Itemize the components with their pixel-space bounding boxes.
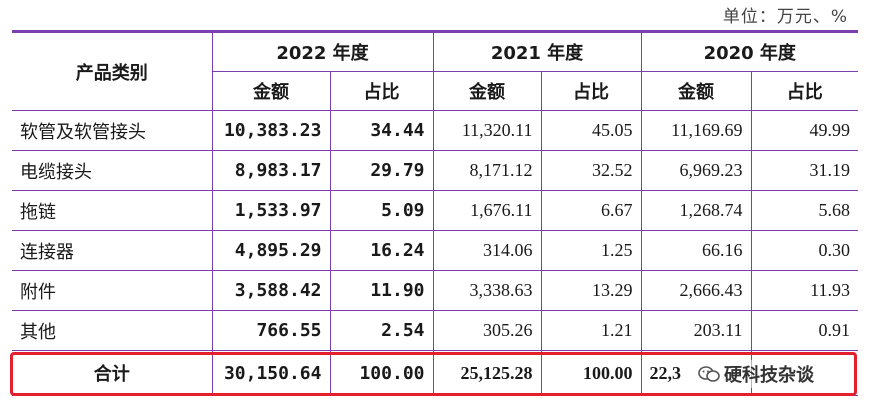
amount-2021: 314.06 bbox=[433, 230, 542, 271]
ratio-2021: 45.05 bbox=[541, 110, 642, 151]
ratio-2022: 11.90 bbox=[330, 270, 434, 311]
row-category: 拖链 bbox=[12, 190, 213, 231]
amount-2020: 1,268.74 bbox=[641, 190, 752, 231]
ratio-2021: 1.25 bbox=[541, 230, 642, 271]
total-row: 合计 30,150.64 100.00 25,125.28 100.00 22,… bbox=[12, 350, 858, 396]
unit-note: 单位：万元、% bbox=[722, 7, 848, 27]
ratio-2022: 5.09 bbox=[330, 190, 434, 231]
row-category: 连接器 bbox=[12, 230, 213, 271]
total-amount-2020: 22,3 bbox=[641, 350, 752, 396]
row-category: 其他 bbox=[12, 310, 213, 351]
table-row: 附件 3,588.42 11.90 3,338.63 13.29 2,666.4… bbox=[12, 270, 858, 311]
amount-2021: 3,338.63 bbox=[433, 270, 542, 311]
amount-2021: 11,320.11 bbox=[433, 110, 542, 151]
ratio-2020: 49.99 bbox=[751, 110, 858, 151]
table-row: 拖链 1,533.97 5.09 1,676.11 6.67 1,268.74 … bbox=[12, 190, 858, 231]
ratio-2022: 16.24 bbox=[330, 230, 434, 271]
table-row: 电缆接头 8,983.17 29.79 8,171.12 32.52 6,969… bbox=[12, 150, 858, 191]
row-category: 电缆接头 bbox=[12, 150, 213, 191]
total-ratio-2021: 100.00 bbox=[541, 350, 642, 396]
watermark-text: 硬科技杂谈 bbox=[724, 365, 814, 386]
amount-2021: 8,171.12 bbox=[433, 150, 542, 191]
header-ratio-2022: 占比 bbox=[330, 71, 434, 111]
amount-2020: 11,169.69 bbox=[641, 110, 752, 151]
amount-2022: 766.55 bbox=[212, 310, 331, 351]
header-row-metrics: 金额 占比 金额 占比 金额 占比 bbox=[12, 71, 858, 111]
header-year-2021: 2021 年度 bbox=[433, 31, 642, 72]
ratio-2020: 11.93 bbox=[751, 270, 858, 311]
header-row-years: 产品类别 2022 年度 2021 年度 2020 年度 bbox=[12, 31, 858, 111]
ratio-2021: 6.67 bbox=[541, 190, 642, 231]
amount-2022: 4,895.29 bbox=[212, 230, 331, 271]
table-row: 连接器 4,895.29 16.24 314.06 1.25 66.16 0.3… bbox=[12, 230, 858, 271]
amount-2020: 6,969.23 bbox=[641, 150, 752, 191]
wechat-icon bbox=[698, 366, 720, 382]
header-amount-2022: 金额 bbox=[212, 71, 331, 111]
ratio-2020: 0.30 bbox=[751, 230, 858, 271]
row-category: 附件 bbox=[12, 270, 213, 311]
ratio-2022: 2.54 bbox=[330, 310, 434, 351]
header-amount-2021: 金额 bbox=[433, 71, 542, 111]
ratio-2021: 32.52 bbox=[541, 150, 642, 191]
header-category: 产品类别 bbox=[12, 31, 213, 111]
ratio-2021: 1.21 bbox=[541, 310, 642, 351]
watermark: 硬科技杂谈 bbox=[698, 360, 814, 388]
table-row: 软管及软管接头 10,383.23 34.44 11,320.11 45.05 … bbox=[12, 110, 858, 151]
amount-2020: 66.16 bbox=[641, 230, 752, 271]
amount-2022: 10,383.23 bbox=[212, 110, 331, 151]
amount-2020: 203.11 bbox=[641, 310, 752, 351]
amount-2022: 1,533.97 bbox=[212, 190, 331, 231]
amount-2021: 1,676.11 bbox=[433, 190, 542, 231]
amount-2022: 8,983.17 bbox=[212, 150, 331, 191]
header-ratio-2021: 占比 bbox=[541, 71, 642, 111]
total-label: 合计 bbox=[12, 350, 213, 396]
amount-2021: 305.26 bbox=[433, 310, 542, 351]
header-year-2020: 2020 年度 bbox=[641, 31, 858, 72]
amount-2022: 3,588.42 bbox=[212, 270, 331, 311]
ratio-2021: 13.29 bbox=[541, 270, 642, 311]
ratio-2022: 34.44 bbox=[330, 110, 434, 151]
header-ratio-2020: 占比 bbox=[751, 71, 858, 111]
header-year-2022: 2022 年度 bbox=[212, 31, 434, 72]
ratio-2020: 31.19 bbox=[751, 150, 858, 191]
ratio-2020: 5.68 bbox=[751, 190, 858, 231]
table-row: 其他 766.55 2.54 305.26 1.21 203.11 0.91 bbox=[12, 310, 858, 351]
total-amount-2021: 25,125.28 bbox=[433, 350, 542, 396]
amount-2020: 2,666.43 bbox=[641, 270, 752, 311]
ratio-2022: 29.79 bbox=[330, 150, 434, 191]
header-amount-2020: 金额 bbox=[641, 71, 752, 111]
ratio-2020: 0.91 bbox=[751, 310, 858, 351]
total-ratio-2022: 100.00 bbox=[330, 350, 434, 396]
row-category: 软管及软管接头 bbox=[12, 110, 213, 151]
total-amount-2022: 30,150.64 bbox=[212, 350, 331, 396]
revenue-table: 产品类别 2022 年度 2021 年度 2020 年度 金额 占比 金额 占比… bbox=[12, 30, 858, 396]
